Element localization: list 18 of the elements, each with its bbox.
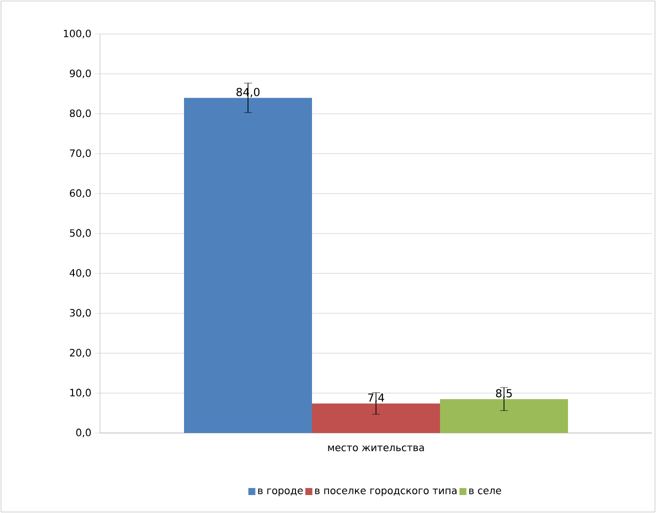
y-tick-label: 50,0 <box>70 229 91 238</box>
y-tick-label: 0,0 <box>76 428 91 438</box>
y-tick-label: 30,0 <box>70 308 91 318</box>
y-tick-label: 80,0 <box>70 109 91 118</box>
y-tick-label: 60,0 <box>70 189 91 198</box>
y-tick-label: 40,0 <box>70 269 91 278</box>
legend-label: в селе <box>469 488 502 494</box>
legend-label: в поселке городского типа <box>315 488 456 496</box>
y-tick-label: 10,0 <box>70 388 91 398</box>
y-tick-label: 70,0 <box>70 149 91 158</box>
bar <box>184 98 312 433</box>
bar <box>440 399 568 433</box>
bar <box>312 403 440 433</box>
x-tick-label: место жительства <box>328 446 424 452</box>
y-tick-label: 20,0 <box>70 348 91 358</box>
legend-label: в городе <box>258 488 303 496</box>
y-tick-label: 90,0 <box>70 70 91 78</box>
y-tick-label: 100,0 <box>64 30 91 38</box>
